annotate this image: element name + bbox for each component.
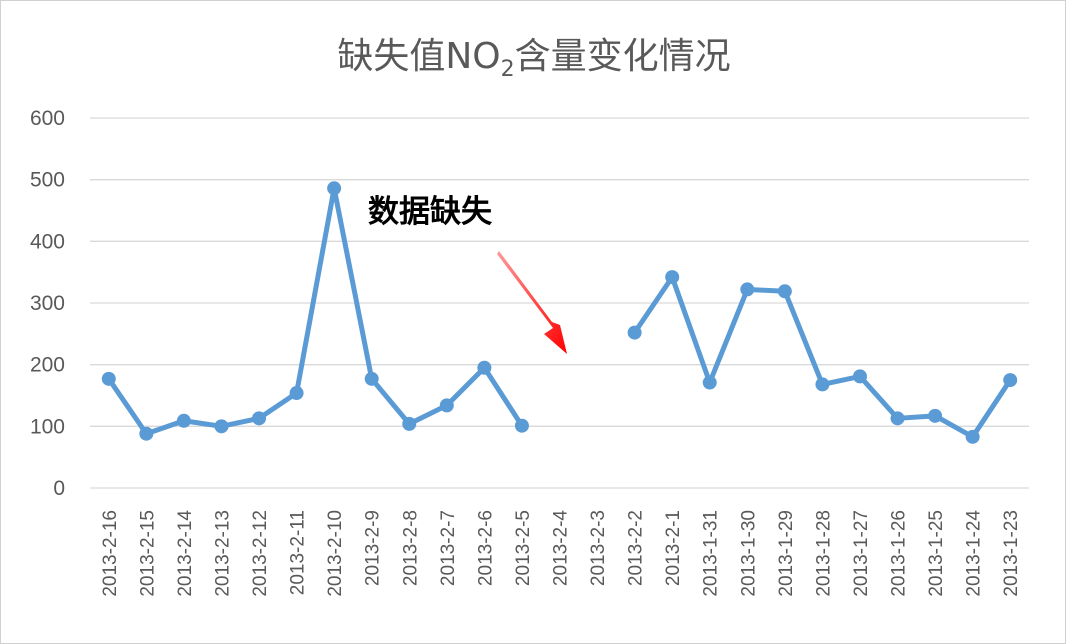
x-tick-label: 2013-2-2 (626, 510, 647, 586)
x-tick-label: 2013-1-24 (964, 510, 985, 597)
data-point (852, 369, 867, 384)
x-tick-label: 2013-2-10 (325, 510, 346, 597)
series-group (101, 181, 1018, 444)
data-point (252, 411, 267, 426)
data-point (928, 408, 943, 423)
x-tick-label: 2013-1-26 (889, 510, 910, 597)
x-tick-label: 2013-1-30 (738, 510, 759, 597)
data-point (665, 270, 680, 285)
data-point (477, 360, 492, 375)
x-tick-label: 2013-2-16 (100, 510, 121, 597)
y-tick-label: 600 (30, 107, 65, 130)
y-tick-label: 100 (30, 415, 65, 438)
data-point (402, 416, 417, 431)
data-point (627, 325, 642, 340)
data-point (439, 398, 454, 413)
data-point (740, 282, 755, 297)
x-tick-label: 2013-2-4 (551, 510, 572, 586)
data-point (890, 411, 905, 426)
x-tick-label: 2013-1-27 (851, 510, 872, 597)
data-point (214, 419, 229, 434)
x-tick-label: 2013-2-5 (513, 510, 534, 586)
data-point (1003, 373, 1018, 388)
x-tick-label: 2013-2-8 (400, 510, 421, 586)
x-tick-label: 2013-2-9 (363, 510, 384, 586)
x-axis-ticks: 2013-2-16 2013-2-15 2013-2-14 2013-2-13 2013… (100, 510, 1022, 597)
y-tick-label: 400 (30, 230, 65, 253)
data-point (364, 371, 379, 386)
x-tick-label: 2013-1-23 (1001, 510, 1022, 597)
y-tick-label: 500 (30, 169, 65, 192)
y-tick-label: 200 (30, 354, 65, 377)
y-tick-label: 300 (30, 292, 65, 315)
data-point (815, 377, 830, 392)
data-point (176, 413, 191, 428)
series-line (632, 274, 1013, 440)
x-tick-label: 2013-2-13 (212, 510, 233, 597)
x-tick-label: 2013-2-11 (288, 510, 309, 595)
x-tick-label: 2013-1-29 (776, 510, 797, 597)
x-tick-label: 2013-2-1 (663, 510, 684, 586)
data-point (327, 181, 342, 196)
data-point (289, 386, 304, 401)
x-tick-label: 2013-2-15 (137, 510, 158, 597)
data-point (777, 284, 792, 299)
data-point (514, 418, 529, 433)
x-tick-label: 2013-2-6 (475, 510, 496, 586)
missing-data-annotation: 数据缺失 (368, 194, 493, 230)
data-point (139, 426, 154, 441)
x-tick-label: 2013-1-31 (701, 510, 722, 597)
y-tick-label: 0 (53, 477, 65, 500)
x-tick-label: 2013-2-3 (588, 510, 609, 586)
x-tick-label: 2013-2-14 (175, 510, 196, 597)
data-point (965, 429, 980, 444)
data-point (101, 371, 116, 386)
x-tick-label: 2013-2-12 (250, 510, 271, 597)
data-point (702, 375, 717, 390)
y-axis-ticks: 0 100 200 300 400 500 600 (30, 107, 65, 500)
chart-title: 缺失值NO2含量变化情况 (337, 36, 730, 82)
gridlines (90, 117, 1029, 489)
annotation-arrow (497, 251, 567, 354)
x-tick-label: 2013-1-25 (926, 510, 947, 597)
x-tick-label: 2013-2-7 (438, 510, 459, 586)
x-tick-label: 2013-1-28 (813, 510, 834, 597)
